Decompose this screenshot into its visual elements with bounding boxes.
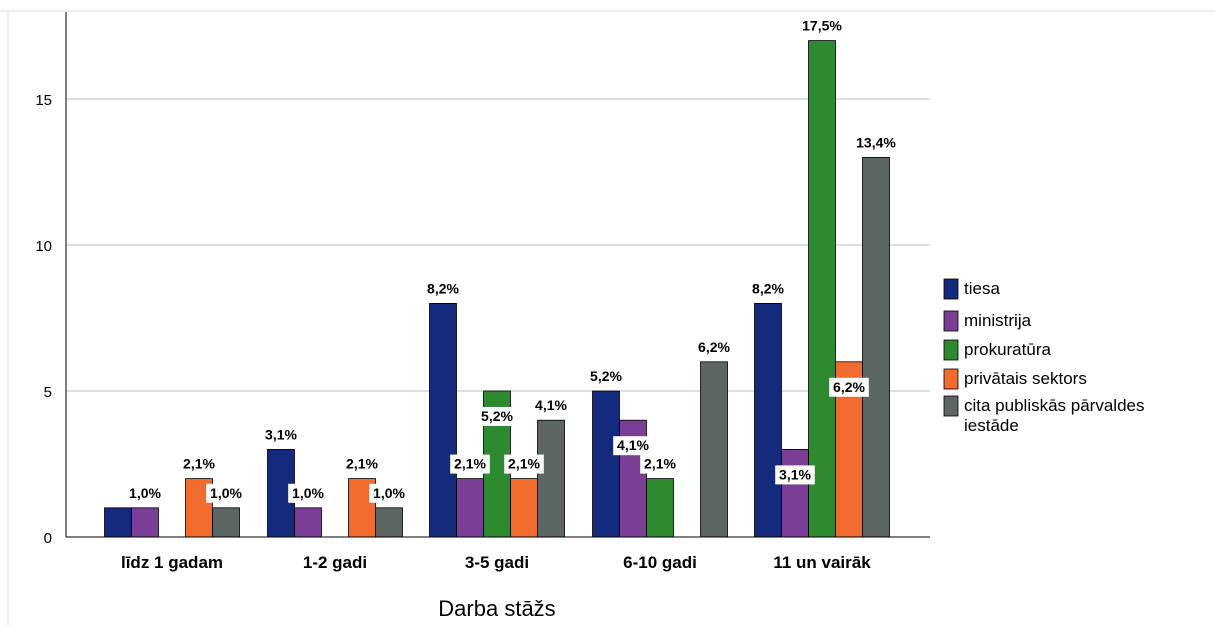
bar-tiesa [754, 302, 782, 538]
bar-cita-publiskās-pārvaldes-iestāde [375, 507, 403, 538]
category-labels: līdz 1 gadam 1-2 gadi 3-5 gadi 6-10 gadi 11 … [121, 553, 871, 572]
data-label-bg [261, 425, 301, 445]
data-label: 2,1% [346, 456, 378, 472]
bar-tiesa [429, 302, 457, 538]
data-label-bg [531, 396, 571, 416]
data-label: 4,1% [617, 437, 649, 453]
data-label: 6,2% [833, 379, 865, 395]
category-label: 11 un vairāk [773, 553, 871, 572]
data-label-bg [450, 454, 490, 474]
data-label-bg [423, 279, 463, 299]
data-label: 8,2% [427, 280, 459, 296]
legend-label: privātais sektors [964, 369, 1087, 388]
data-label: 17,5% [802, 18, 842, 34]
bar-tiesa [104, 507, 132, 538]
legend-label: tiesa [964, 279, 1000, 298]
data-label: 2,1% [454, 456, 486, 472]
data-label: 5,2% [590, 368, 622, 384]
legend-label: prokuratūra [964, 340, 1051, 359]
data-label-bg [852, 133, 900, 153]
data-label: 1,0% [373, 485, 405, 501]
bar-cita-publiskās-pārvaldes-iestāde [212, 507, 240, 538]
data-label-bg [125, 483, 165, 503]
bar-ministrija [456, 478, 484, 538]
data-label: 6,2% [698, 339, 730, 355]
data-label-bg [342, 454, 382, 474]
data-label: 2,1% [508, 456, 540, 472]
category-label: 6-10 gadi [623, 553, 697, 572]
bar-tiesa [592, 390, 620, 538]
grid-lines [66, 98, 930, 392]
category-label: 1-2 gadi [303, 553, 367, 572]
data-label-bg [586, 367, 626, 386]
bar-prokuratūra [808, 40, 836, 538]
legend-label: ministrija [964, 311, 1032, 330]
data-label-bg [613, 436, 653, 456]
bar-prokuratūra [646, 478, 674, 538]
data-labels: 3,1% 8,2% 5,2% 8,2% 1,0% 1,0% 2,1% 4,1% 3,1% 5,2%… [125, 16, 900, 503]
bar-ministrija [781, 448, 809, 538]
data-label: 8,2% [752, 280, 784, 296]
data-label-bg [694, 337, 734, 357]
data-label: 3,1% [779, 466, 811, 482]
legend-swatch [943, 278, 959, 300]
legend-label: cita publiskās pārvaldes iestāde [964, 396, 1144, 435]
bar-ministrija [131, 507, 159, 538]
data-label-bg [640, 454, 680, 474]
x-axis-title: Darba stāžs [438, 596, 555, 621]
data-label: 1,0% [129, 485, 161, 501]
bar-cita-publiskās-pārvaldes-iestāde [537, 419, 565, 538]
y-tick-label: 5 [44, 384, 52, 401]
data-label-bg [829, 377, 869, 397]
data-label-bg [369, 483, 409, 503]
y-tick-label: 0 [44, 530, 52, 547]
data-label: 13,4% [856, 134, 896, 150]
data-label-bg [748, 279, 788, 299]
data-label-bg [504, 454, 544, 474]
data-label-bg [206, 483, 246, 503]
data-label: 5,2% [481, 408, 513, 424]
data-label: 3,1% [265, 426, 297, 442]
y-tick-label: 15 [35, 92, 52, 109]
data-label-bg [477, 407, 517, 426]
data-label-bg [775, 465, 815, 485]
legend: tiesa ministrija prokuratūra privātais sekt… [943, 278, 1144, 435]
y-tick-label: 10 [35, 238, 52, 255]
bar-cita-publiskās-pārvaldes-iestāde [700, 361, 728, 538]
legend-swatch [943, 310, 959, 332]
data-label: 2,1% [183, 456, 215, 472]
category-label: 3-5 gadi [465, 553, 529, 572]
legend-swatch [943, 339, 959, 361]
bar-ministrija [294, 507, 322, 538]
axes [0, 10, 1215, 626]
data-label: 4,1% [535, 397, 567, 413]
legend-swatch [943, 368, 959, 390]
category-label: līdz 1 gadam [121, 553, 223, 572]
y-tick-labels: 0 5 10 15 [35, 92, 52, 547]
data-label: 2,1% [644, 456, 676, 472]
data-label-bg [798, 16, 846, 36]
legend-swatch [943, 395, 959, 417]
bar-privātais-sektors [510, 478, 538, 538]
data-label: 1,0% [210, 485, 242, 501]
data-label-bg [288, 483, 328, 503]
bar-cita-publiskās-pārvaldes-iestāde [862, 156, 890, 538]
data-label-bg [179, 454, 219, 474]
data-label: 1,0% [292, 485, 324, 501]
